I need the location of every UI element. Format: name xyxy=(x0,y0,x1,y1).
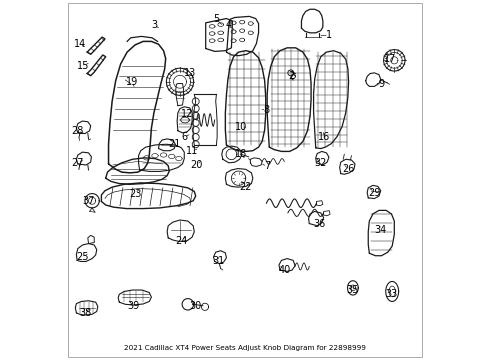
Text: 27: 27 xyxy=(72,158,84,168)
Text: 14: 14 xyxy=(74,39,86,49)
Text: 2: 2 xyxy=(288,71,294,81)
Text: 19: 19 xyxy=(125,77,138,87)
Text: 16: 16 xyxy=(318,132,330,142)
Text: 15: 15 xyxy=(77,61,90,71)
Text: 24: 24 xyxy=(175,236,188,246)
Text: 38: 38 xyxy=(79,308,91,318)
Text: 32: 32 xyxy=(315,158,327,168)
Text: 25: 25 xyxy=(76,252,89,262)
Text: 34: 34 xyxy=(374,225,386,235)
Text: 6: 6 xyxy=(181,132,187,142)
Text: 12: 12 xyxy=(181,109,194,119)
Text: 21: 21 xyxy=(168,139,180,149)
Text: 17: 17 xyxy=(384,54,396,64)
Text: 10: 10 xyxy=(235,122,247,132)
Text: 11: 11 xyxy=(186,147,198,157)
Text: 5: 5 xyxy=(213,14,220,24)
Text: 23: 23 xyxy=(129,189,141,199)
Text: 1: 1 xyxy=(326,30,332,40)
Text: 7: 7 xyxy=(264,161,270,171)
Text: 13: 13 xyxy=(184,68,196,78)
Text: 30: 30 xyxy=(189,301,201,311)
Text: 28: 28 xyxy=(72,126,84,136)
Text: 29: 29 xyxy=(368,188,381,198)
Text: 33: 33 xyxy=(385,289,397,298)
Text: 35: 35 xyxy=(346,285,358,295)
Text: 18: 18 xyxy=(235,149,247,159)
Text: 37: 37 xyxy=(82,196,95,206)
Text: 20: 20 xyxy=(191,160,203,170)
Text: 26: 26 xyxy=(343,164,355,174)
Text: 4: 4 xyxy=(226,19,232,30)
Text: 9: 9 xyxy=(378,78,385,89)
Text: 3: 3 xyxy=(151,20,157,30)
Text: 22: 22 xyxy=(239,182,251,192)
Text: 2021 Cadillac XT4 Power Seats Adjust Knob Diagram for 22898999: 2021 Cadillac XT4 Power Seats Adjust Kno… xyxy=(124,346,366,351)
Text: 31: 31 xyxy=(212,256,224,266)
Text: 40: 40 xyxy=(278,265,291,275)
Text: 39: 39 xyxy=(127,301,140,311)
Text: 8: 8 xyxy=(263,105,270,114)
Text: 36: 36 xyxy=(313,219,325,229)
